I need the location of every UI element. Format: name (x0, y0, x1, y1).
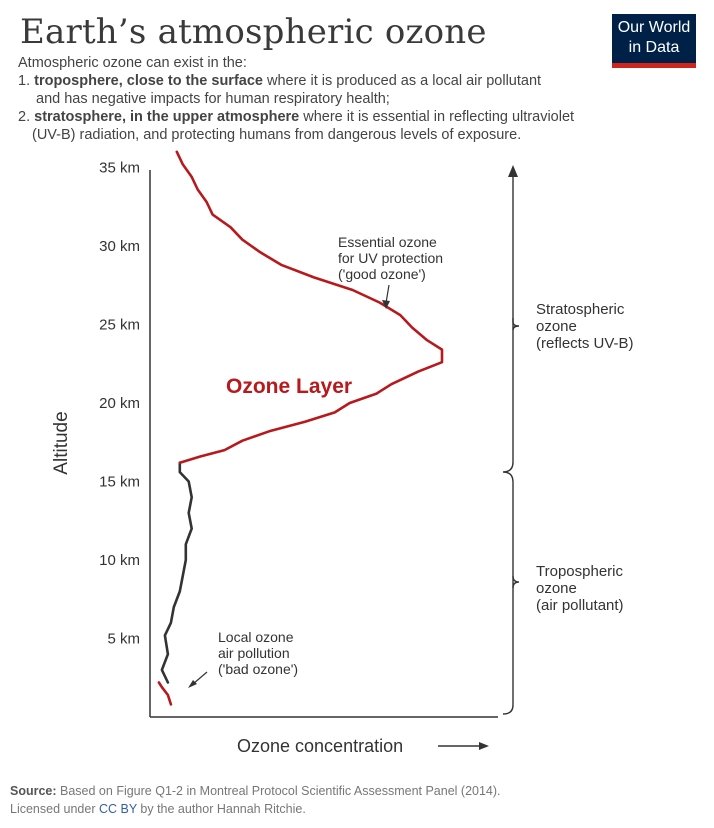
y-tick-label: 5 km (107, 631, 140, 648)
source-note: Source: Based on Figure Q1-2 in Montreal… (10, 782, 501, 818)
stratosphere-bracket-label-line: ozone (536, 318, 577, 335)
source-label: Source: (10, 784, 57, 798)
stratosphere-bracket-arrow-head (508, 165, 518, 177)
page-title: Earth’s atmospheric ozone (20, 12, 487, 52)
source-line: Source: Based on Figure Q1-2 in Montreal… (10, 782, 501, 800)
bad-ozone-arrow-head (188, 680, 197, 688)
item-1-line-2: and has negative impacts for human respi… (36, 91, 390, 107)
stratosphere-bracket-tick (512, 318, 520, 331)
x-axis-title: Ozone concentration (237, 736, 403, 756)
logo-line-2: in Data (628, 39, 680, 56)
troposphere-bracket-label-line: Tropospheric (536, 563, 623, 580)
owid-logo[interactable]: Our World in Data (612, 14, 696, 68)
ozone-layer-label: Ozone Layer (226, 375, 352, 398)
x-axis-arrow-head (479, 742, 489, 750)
bracket-divider-curl (502, 461, 514, 483)
y-tick-label: 20 km (99, 395, 140, 412)
series-line-stratosphere (175, 150, 444, 464)
license-prefix: Licensed under (10, 802, 99, 816)
logo-accent-bar (612, 63, 696, 68)
ozone-chart: 5 km 10 km 15 km 20 km 25 km 30 km 35 km Altitu… (51, 150, 634, 756)
intro-text: Atmospheric ozone can exist in the: (18, 55, 247, 71)
stratosphere-bracket-label-line: Stratospheric (536, 301, 625, 318)
y-tick-label: 25 km (99, 317, 140, 334)
license-line: Licensed under CC BY by the author Hanna… (10, 800, 501, 818)
y-tick-label: 10 km (99, 552, 140, 569)
troposphere-bracket-label-line: ozone (536, 580, 577, 597)
troposphere-bracket-end (502, 704, 514, 715)
item-2-number: 2. (18, 109, 31, 125)
license-suffix: by the author Hannah Ritchie. (136, 802, 306, 816)
good-ozone-annotation-line: for UV protection (338, 250, 443, 266)
good-ozone-arrow-head (382, 300, 390, 309)
troposphere-bracket-tick (512, 575, 520, 589)
series-line-troposphere (160, 461, 193, 684)
item-2-bold: stratosphere, in the upper atmosphere (34, 109, 300, 125)
bad-ozone-annotation-line: air pollution (218, 645, 290, 661)
item-2-text: where it is essential in reflecting ultr… (299, 109, 575, 125)
good-ozone-arrow-shaft (385, 284, 390, 304)
series-line-surface (157, 681, 173, 706)
y-tick-label: 35 km (99, 160, 140, 177)
bad-ozone-annotation-line: Local ozone (218, 629, 294, 645)
item-2-line-2: (UV-B) radiation, and protecting humans … (32, 127, 522, 143)
item-1-text: where it is produced as a local air poll… (262, 73, 542, 89)
y-axis-title: Altitude (51, 411, 72, 474)
good-ozone-annotation-line: ('good ozone') (338, 266, 426, 282)
item-1-number: 1. (18, 73, 31, 89)
y-tick-label: 30 km (99, 238, 140, 255)
item-1: 1. troposphere, close to the surface whe… (18, 72, 618, 90)
y-tick-label: 15 km (99, 474, 140, 491)
troposphere-bracket-label-line: (air pollutant) (536, 597, 624, 614)
item-2: 2. stratosphere, in the upper atmosphere… (18, 108, 618, 126)
source-text: Based on Figure Q1-2 in Montreal Protoco… (56, 784, 501, 798)
good-ozone-annotation-line: Essential ozone (338, 234, 437, 250)
stratosphere-bracket-label-line: (reflects UV-B) (536, 335, 634, 352)
bad-ozone-annotation-line: ('bad ozone') (218, 661, 298, 677)
license-link[interactable]: CC BY (98, 802, 137, 816)
logo-line-1: Our World (617, 19, 691, 36)
subtitle: Atmospheric ozone can exist in the: 1. t… (18, 54, 618, 144)
item-1-bold: troposphere, close to the surface (34, 73, 263, 89)
bad-ozone-arrow-shaft (192, 671, 208, 685)
